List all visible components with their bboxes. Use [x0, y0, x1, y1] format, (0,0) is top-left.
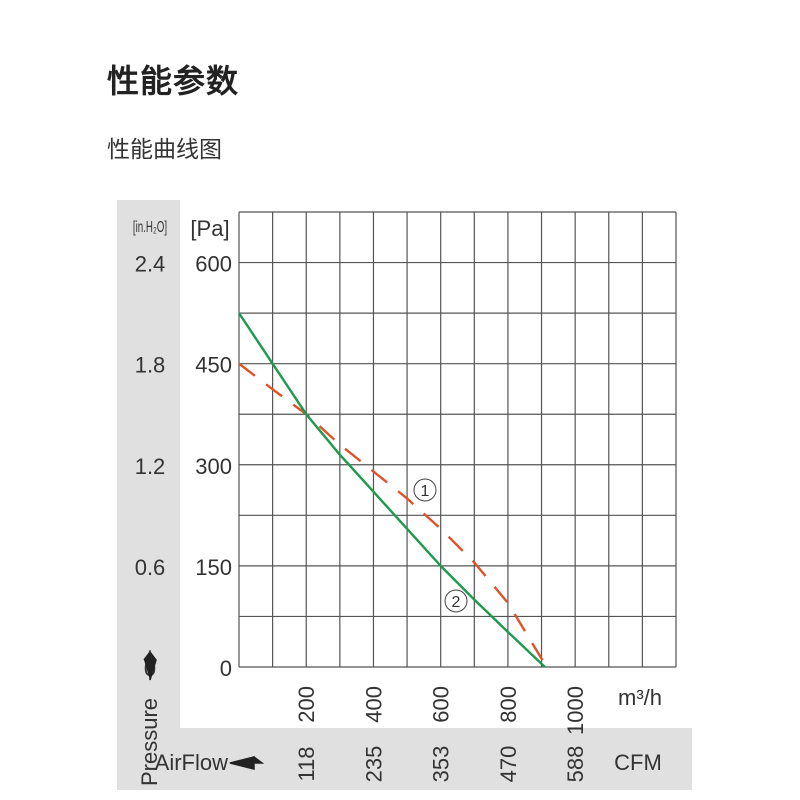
x-tick-label-alt: 235	[361, 746, 386, 783]
arrow-right-icon	[229, 756, 265, 770]
labels: 1 200 150 0.6 300 1.2 450 1.8 600 2.4 [Pa] [in.H₂O]…	[133, 216, 662, 786]
page-title: 性能参数	[107, 62, 240, 100]
x-tick-label-alt: 470	[496, 746, 521, 783]
y-tick-label: 0	[220, 656, 232, 681]
y-tick-label: 450	[195, 353, 232, 378]
y-tick-label: 600	[195, 252, 232, 277]
series-line	[238, 312, 546, 668]
y-tick-label-alt: 1.2	[135, 454, 166, 479]
x-tick-label: 600	[429, 686, 454, 723]
x-tick-label: 1000	[563, 686, 588, 735]
y-unit-alt: [in.H₂O]	[133, 218, 167, 236]
series-lines	[238, 312, 548, 668]
series-label: 1	[421, 483, 430, 500]
x-axis-band	[117, 728, 692, 790]
x-tick-label: 800	[496, 686, 521, 723]
x-axis-label: AirFlow	[155, 750, 228, 775]
x-tick-label-alt: 118	[294, 746, 319, 781]
section-subtitle: 性能曲线图	[107, 137, 222, 163]
grid	[238, 211, 677, 668]
y-axis-label: Pressure	[137, 698, 162, 786]
y-tick-label: 150	[195, 555, 232, 580]
series-label: 2	[452, 594, 461, 611]
y-tick-label-alt: 0.6	[135, 555, 166, 580]
series-label-circle	[444, 589, 468, 613]
series-label-circle	[413, 478, 437, 502]
x-unit: m³/h	[618, 685, 662, 710]
y-axis-band	[117, 200, 180, 790]
x-unit-alt: CFM	[614, 750, 662, 775]
arrow-up-icon	[143, 649, 157, 681]
x-tick-label: 200	[294, 686, 319, 723]
y-tick-label: 300	[195, 454, 232, 479]
y-tick-label-alt: 1.8	[135, 353, 166, 378]
x-tick-label-alt: 353	[429, 746, 454, 783]
x-tick-label: 400	[361, 686, 386, 723]
x-tick-label-alt: 588	[563, 746, 588, 783]
y-tick-label-alt: 2.4	[135, 252, 166, 277]
y-unit: [Pa]	[190, 216, 229, 241]
